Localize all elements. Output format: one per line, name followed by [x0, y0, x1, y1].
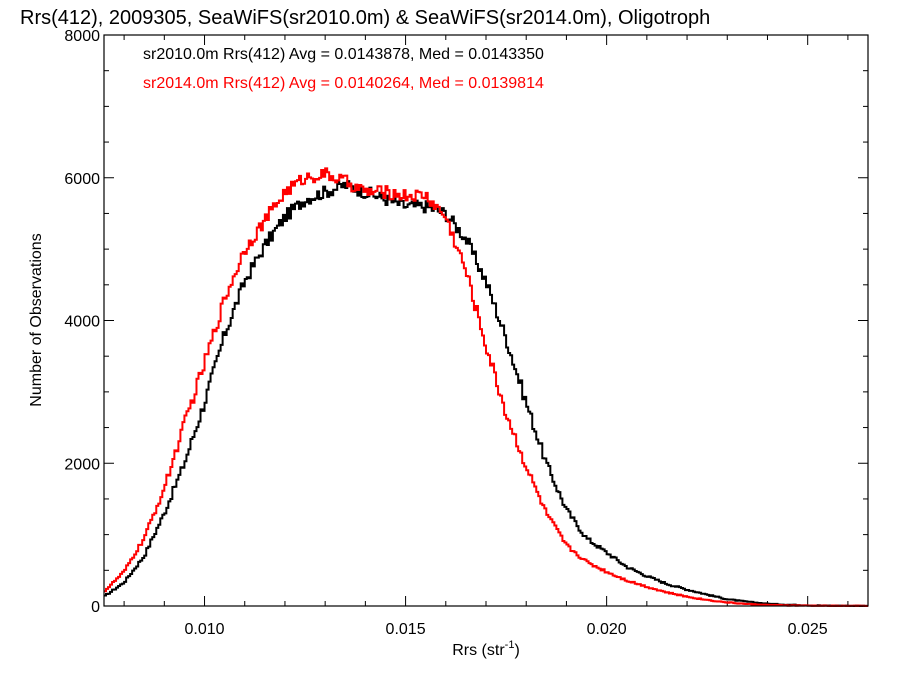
x-tick-label: 0.010: [185, 621, 225, 638]
plot-frame: [103, 34, 869, 607]
y-axis-label-group: Number of Observations: [28, 233, 45, 406]
chart-title: Rrs(412), 2009305, SeaWiFS(sr2010.0m) & …: [20, 7, 710, 29]
y-tick-label: 4000: [64, 314, 100, 331]
y-tick-label: 2000: [64, 456, 100, 473]
x-axis-label: Rrs (str-1): [452, 639, 520, 659]
y-tick-label: 8000: [64, 28, 100, 45]
axis-ticks: 0.010 0.015 0.020 0.025 0 2000 4000 6000 8000: [64, 28, 868, 638]
legend-entry-2: sr2014.0m Rrs(412) Avg = 0.0140264, Med …: [143, 75, 544, 92]
legend: sr2010.0m Rrs(412) Avg = 0.0143878, Med …: [143, 46, 544, 92]
series-line-2: [104, 167, 868, 607]
x-tick-label: 0.025: [788, 621, 828, 638]
series-line-1: [104, 180, 868, 607]
y-axis-label: Number of Observations: [28, 233, 45, 406]
x-tick-label: 0.020: [587, 621, 627, 638]
y-tick-label: 6000: [64, 171, 100, 188]
y-tick-label: 0: [91, 599, 100, 616]
legend-entry-1: sr2010.0m Rrs(412) Avg = 0.0143878, Med …: [143, 46, 544, 63]
series-group: [104, 167, 868, 607]
x-tick-label: 0.015: [386, 621, 426, 638]
